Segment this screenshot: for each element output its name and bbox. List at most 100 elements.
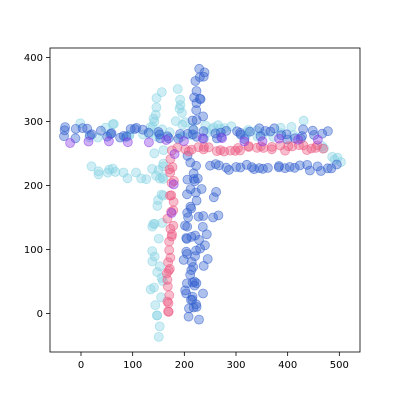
data-point (219, 146, 230, 157)
data-point (181, 233, 192, 244)
data-point (208, 212, 219, 223)
data-point (150, 300, 161, 311)
data-point (168, 179, 179, 190)
data-point (191, 105, 202, 116)
y-tick-label: 200 (24, 181, 43, 192)
data-point (180, 220, 190, 231)
data-point (177, 107, 187, 118)
data-point (194, 72, 205, 82)
data-point (273, 162, 284, 173)
data-point (293, 134, 304, 145)
data-point (147, 246, 158, 257)
data-point (281, 129, 292, 140)
data-point (326, 163, 337, 174)
data-point (197, 221, 208, 232)
data-point (86, 161, 97, 172)
data-point (194, 63, 205, 74)
y-axis: 0 100 200 300 400 (24, 53, 50, 320)
data-point (211, 186, 222, 197)
data-point (190, 230, 201, 241)
data-point (185, 157, 196, 168)
data-point (166, 208, 177, 218)
data-point (178, 254, 189, 265)
data-point (183, 311, 194, 322)
data-point (93, 169, 104, 180)
data-point (137, 124, 148, 135)
data-point (181, 233, 192, 243)
x-tick-label: 0 (78, 360, 84, 371)
data-point (152, 310, 162, 321)
data-point (59, 125, 70, 136)
data-point (266, 141, 277, 152)
data-point (241, 159, 252, 170)
x-tick-label: 300 (226, 360, 245, 371)
x-tick-label: 500 (330, 360, 349, 371)
x-tick-label: 100 (123, 360, 142, 371)
data-point (168, 196, 179, 207)
data-point (190, 251, 200, 262)
data-point (141, 174, 152, 185)
data-point (235, 162, 246, 173)
data-point (182, 189, 192, 200)
data-point (164, 164, 175, 175)
data-point (129, 124, 140, 134)
data-point (177, 119, 188, 130)
data-point (183, 212, 194, 223)
data-point (153, 233, 164, 244)
data-point (152, 200, 163, 211)
data-point (60, 122, 70, 132)
plot-frame (49, 47, 361, 353)
data-point (284, 162, 295, 172)
data-point (189, 280, 200, 291)
data-point (298, 115, 309, 126)
data-point (151, 102, 162, 113)
data-point (163, 306, 174, 317)
data-point (158, 158, 169, 169)
data-point (198, 288, 208, 299)
data-point (198, 71, 209, 82)
data-point (110, 166, 121, 177)
data-point (199, 240, 210, 251)
data-point (193, 142, 204, 153)
data-point (331, 159, 342, 170)
data-point (302, 159, 313, 170)
data-point (136, 173, 147, 184)
data-point (165, 167, 176, 178)
data-point (190, 187, 201, 198)
data-point (198, 260, 209, 271)
data-point (244, 126, 255, 137)
data-point (194, 314, 204, 325)
data-point (254, 123, 265, 134)
data-point (182, 174, 193, 185)
data-point (93, 166, 104, 177)
data-point (149, 148, 160, 159)
data-point (65, 138, 75, 148)
data-point (172, 142, 183, 153)
data-point (289, 162, 300, 173)
data-point (107, 163, 118, 174)
data-point (322, 126, 333, 137)
data-point (257, 163, 268, 174)
data-point (105, 128, 116, 139)
data-point (191, 160, 202, 171)
data-point (118, 167, 129, 178)
data-point (191, 299, 202, 310)
data-point (198, 133, 209, 144)
data-point (165, 252, 176, 263)
data-point (158, 145, 169, 156)
data-point (153, 331, 164, 342)
data-point (213, 210, 224, 221)
data-point (239, 134, 250, 144)
data-point (161, 135, 172, 145)
data-point (163, 298, 174, 309)
data-point (154, 173, 165, 184)
data-point (189, 176, 200, 187)
data-point (122, 137, 133, 148)
data-point (172, 84, 183, 94)
data-point (162, 281, 173, 292)
data-point (188, 168, 199, 179)
data-point (143, 137, 154, 148)
data-point (108, 119, 119, 129)
data-point (143, 127, 154, 138)
data-point (162, 296, 173, 307)
